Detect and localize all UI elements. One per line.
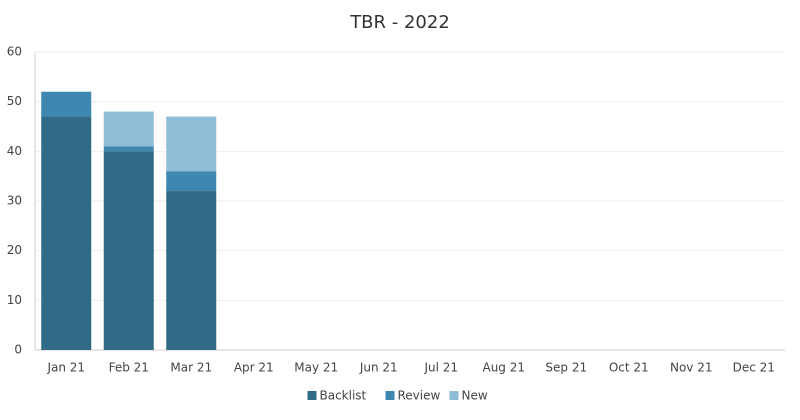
y-tick-label: 0	[14, 343, 22, 357]
y-tick-label: 20	[7, 243, 22, 257]
legend-label: Backlist	[320, 389, 367, 403]
x-tick-label: Jun 21	[359, 361, 398, 375]
bar-segment	[103, 151, 154, 350]
bar-segment	[166, 116, 217, 172]
legend-swatch	[385, 391, 395, 400]
bar-segment	[166, 171, 217, 192]
x-tick-label: Mar 21	[170, 361, 212, 375]
x-tick-label: Apr 21	[234, 361, 274, 375]
x-tick-label: Aug 21	[482, 361, 525, 375]
bar-segment	[41, 91, 92, 117]
x-tick-label: Sep 21	[545, 361, 587, 375]
x-tick-label: Feb 21	[109, 361, 149, 375]
y-tick-label: 10	[7, 293, 22, 307]
bar-segment	[103, 111, 154, 147]
x-tick-label: Jan 21	[46, 361, 85, 375]
bar-segment	[103, 146, 154, 152]
legend-swatch	[307, 391, 317, 400]
chart-title: TBR - 2022	[349, 12, 450, 33]
x-tick-label: Jul 21	[423, 361, 458, 375]
bar-segment	[41, 116, 92, 350]
y-tick-label: 40	[7, 144, 22, 158]
y-tick-label: 30	[7, 194, 22, 208]
x-tick-label: May 21	[294, 361, 338, 375]
legend-swatch	[449, 391, 459, 400]
x-tick-label: Dec 21	[733, 361, 775, 375]
y-tick-label: 50	[7, 94, 22, 108]
legend-label: New	[462, 389, 488, 403]
x-tick-label: Nov 21	[670, 361, 713, 375]
bar-segment	[166, 191, 217, 350]
y-tick-label: 60	[7, 45, 22, 59]
legend-label: Review	[398, 389, 441, 403]
x-tick-label: Oct 21	[609, 361, 649, 375]
